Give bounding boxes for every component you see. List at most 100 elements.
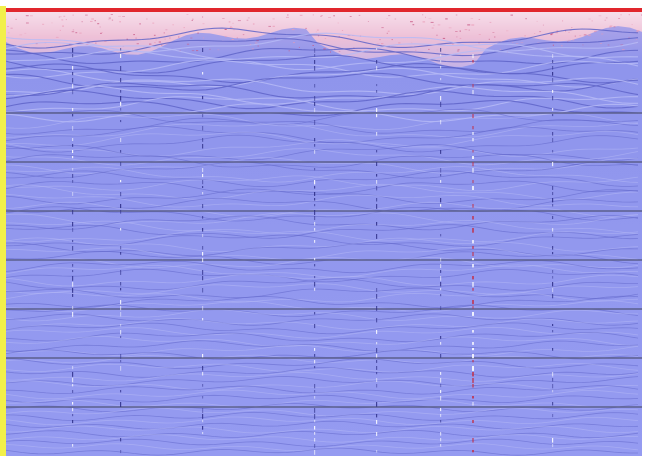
vertical-marker-segment	[376, 114, 378, 118]
surface-speckle	[312, 45, 314, 46]
vertical-marker-segment	[440, 174, 442, 177]
vertical-marker-segment	[472, 420, 474, 423]
vertical-marker-segment	[202, 432, 204, 435]
vertical-marker-segment	[472, 306, 474, 309]
vertical-marker-segment	[72, 48, 74, 53]
vertical-marker-segment	[472, 54, 474, 59]
surface-speckle	[85, 44, 89, 46]
reflection-trace	[6, 344, 639, 357]
vertical-marker-segment	[202, 174, 204, 178]
reflection-trace	[6, 67, 639, 88]
surface-speckle	[299, 14, 303, 16]
reflection-trace	[6, 230, 639, 243]
surface-speckle	[415, 49, 417, 51]
vertical-marker-segment	[120, 210, 122, 214]
surface-speckle	[110, 14, 113, 15]
vertical-marker-segment	[202, 204, 204, 209]
surface-speckle	[398, 42, 401, 44]
vertical-marker-segment	[72, 66, 74, 70]
vertical-marker-segment	[72, 306, 74, 310]
surface-speckle	[172, 24, 174, 26]
surface-speckle	[91, 18, 94, 20]
vertical-marker-segment	[440, 354, 442, 358]
vertical-marker-segment	[472, 240, 474, 244]
surface-speckle	[455, 14, 458, 16]
vertical-marker-segment	[440, 54, 442, 57]
surface-speckle	[324, 38, 327, 39]
vertical-marker-segment	[314, 420, 316, 423]
vertical-marker-segment	[472, 204, 474, 208]
reflection-trace	[6, 380, 639, 391]
vertical-marker-segment	[120, 138, 122, 143]
vertical-marker-segment	[376, 306, 378, 311]
surface-speckle	[425, 16, 426, 18]
vertical-marker-segment	[376, 414, 378, 418]
vertical-marker-segment	[202, 288, 204, 293]
reflection-trace	[6, 335, 639, 348]
surface-speckle	[317, 35, 320, 37]
vertical-marker-segment	[552, 96, 554, 101]
vertical-marker-segment	[552, 324, 554, 326]
surface-speckle	[165, 43, 168, 45]
surface-speckle	[457, 49, 460, 51]
surface-speckle	[122, 16, 125, 17]
surface-speckle	[381, 27, 384, 29]
reflection-trace	[6, 398, 639, 408]
vertical-marker-segment	[314, 102, 316, 106]
vertical-marker-segment	[202, 234, 204, 238]
surface-speckle	[552, 44, 554, 46]
vertical-marker-segment	[472, 84, 474, 88]
vertical-marker-segment	[120, 336, 122, 338]
reflection-trace	[6, 183, 639, 201]
surface-speckle	[433, 24, 435, 26]
surface-speckle	[459, 30, 461, 32]
surface-speckle	[291, 29, 295, 31]
vertical-marker-segment	[120, 360, 122, 363]
vertical-marker-segment	[120, 228, 122, 231]
reflection-trace	[6, 313, 639, 326]
vertical-marker-segment	[552, 378, 554, 382]
vertical-marker-segment	[552, 234, 554, 237]
surface-speckle	[609, 26, 612, 28]
vertical-marker-segment	[440, 384, 442, 388]
vertical-marker-segment	[72, 414, 74, 417]
vertical-marker-segment	[202, 252, 204, 256]
reflection-trace	[6, 264, 639, 278]
vertical-marker-segment	[120, 288, 122, 291]
surface-speckle	[323, 48, 326, 50]
vertical-marker-segment	[552, 132, 554, 136]
surface-speckle	[422, 21, 426, 23]
vertical-marker-segment	[314, 60, 316, 64]
surface-speckle	[428, 48, 430, 50]
vertical-marker-segment	[202, 168, 204, 173]
surface-speckle	[456, 50, 460, 52]
surface-speckle	[256, 40, 259, 42]
vertical-marker-segment	[472, 354, 474, 359]
vertical-marker-segment	[552, 90, 554, 93]
surface-speckle	[62, 25, 64, 27]
surface-speckle	[119, 21, 121, 23]
vertical-marker-segment	[552, 60, 554, 63]
vertical-marker-segment	[314, 360, 316, 364]
vertical-marker-segment	[72, 312, 74, 317]
surface-speckle	[436, 49, 438, 51]
vertical-marker-segment	[440, 120, 442, 125]
surface-speckle	[437, 24, 441, 26]
surface-speckle	[506, 30, 509, 32]
surface-speckle	[349, 16, 352, 17]
vertical-marker-segment	[472, 366, 474, 371]
surface-speckle	[494, 36, 496, 38]
surface-speckle	[61, 19, 64, 21]
vertical-marker-segment	[440, 234, 442, 237]
surface-speckle	[341, 30, 344, 31]
vertical-marker-segment	[552, 282, 554, 287]
surface-speckle	[588, 18, 591, 20]
vertical-marker-segment	[376, 150, 378, 153]
reflection-trace	[6, 407, 639, 417]
surface-speckle	[574, 35, 576, 37]
horizontal-gridlines	[6, 112, 642, 408]
surface-speckle	[79, 32, 82, 34]
vertical-marker-segment	[202, 396, 204, 399]
top-red-edge	[6, 8, 642, 12]
